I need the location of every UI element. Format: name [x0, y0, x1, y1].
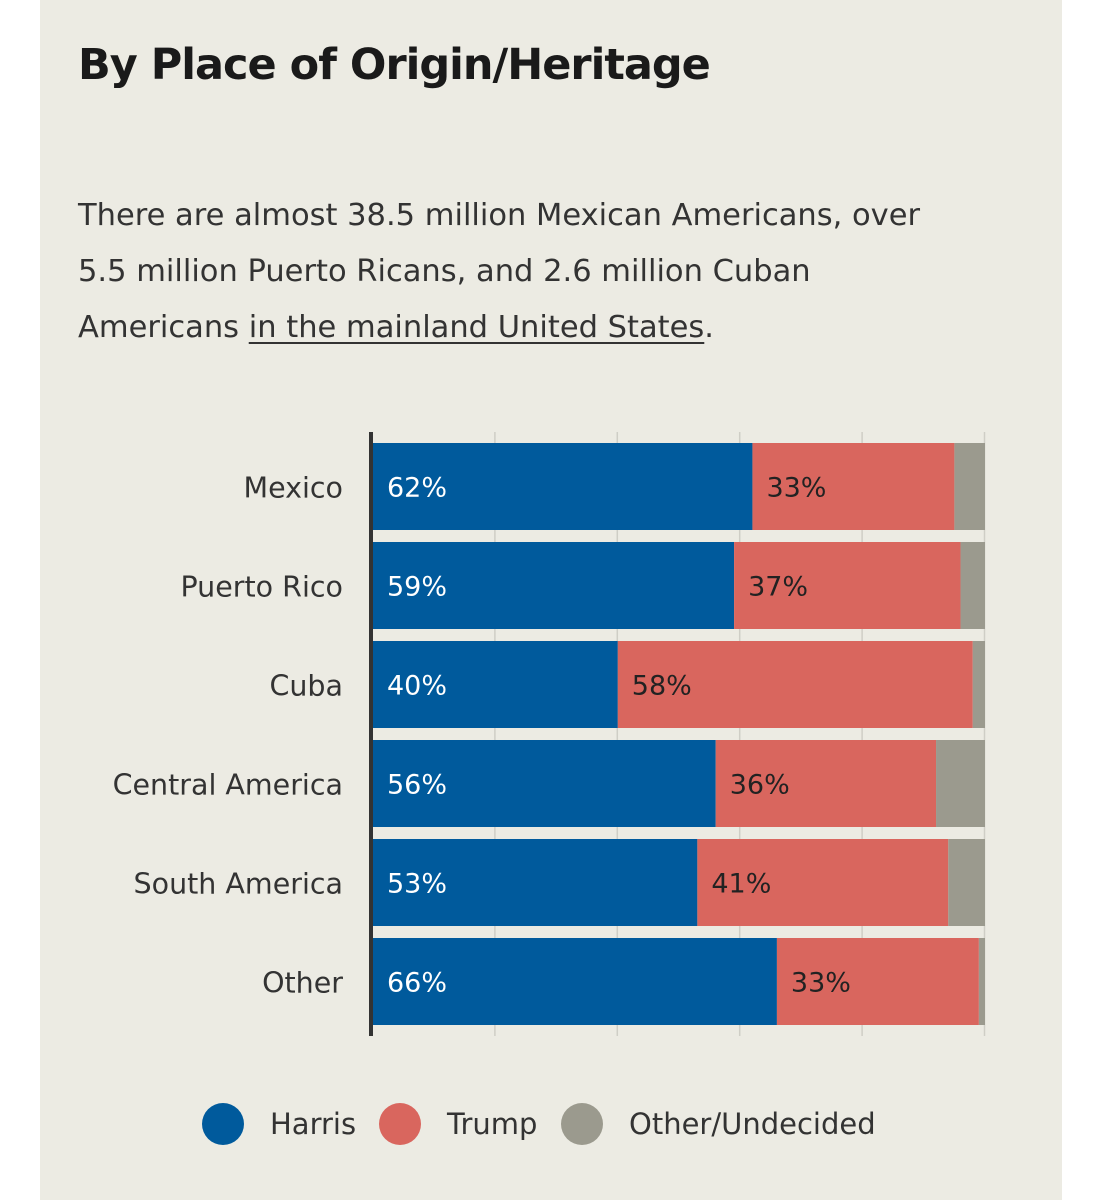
data-label-trump-other: 33% — [791, 968, 851, 999]
description-text: There are almost 38.5 million Mexican Am… — [78, 198, 921, 345]
legend-label-harris: Harris — [270, 1107, 357, 1141]
legend-item-trump: Trump — [379, 1100, 537, 1148]
bar-trump-other — [776, 938, 979, 1025]
description-end: . — [704, 310, 714, 345]
data-label-harris-mexico: 62% — [387, 473, 447, 504]
category-label-mexico: Mexico — [243, 472, 343, 505]
bar-harris-puerto-rico — [373, 542, 735, 629]
bar-harris-south-america — [373, 839, 698, 926]
category-label-cuba: Cuba — [269, 670, 343, 703]
bar-trump-cuba — [617, 641, 973, 728]
category-label-south-america: South America — [134, 868, 343, 901]
legend-swatch-trump — [379, 1103, 421, 1145]
legend-label-other: Other/Undecided — [629, 1107, 876, 1141]
bar-trump-south-america — [697, 839, 949, 926]
bar-trump-central-america — [715, 740, 937, 827]
bar-other-undecided-mexico — [954, 443, 985, 530]
category-label-central-america: Central America — [113, 769, 343, 802]
data-label-trump-south-america: 41% — [711, 869, 771, 900]
legend: Harris Trump Other/Undecided — [0, 1100, 1102, 1148]
data-label-trump-central-america: 36% — [730, 770, 790, 801]
data-label-trump-mexico: 33% — [766, 473, 826, 504]
bar-harris-central-america — [373, 740, 716, 827]
bar-other-undecided-other — [978, 938, 985, 1025]
bar-other-undecided-central-america — [936, 740, 985, 827]
bar-harris-cuba — [373, 641, 618, 728]
legend-swatch-harris — [202, 1103, 244, 1145]
category-label-puerto-rico: Puerto Rico — [181, 571, 344, 604]
legend-item-harris: Harris — [202, 1100, 356, 1148]
chart-title: By Place of Origin/Heritage — [78, 40, 711, 90]
data-label-trump-puerto-rico: 37% — [748, 572, 808, 603]
data-label-trump-cuba: 58% — [632, 671, 692, 702]
legend-swatch-other — [561, 1103, 603, 1145]
data-label-harris-other: 66% — [387, 968, 447, 999]
data-label-harris-cuba: 40% — [387, 671, 447, 702]
legend-item-other: Other/Undecided — [561, 1100, 876, 1148]
stacked-bar-chart: Mexico 62% 33% Puerto Rico 59% 37% Cuba 40% 58% C… — [113, 432, 986, 1036]
data-label-harris-puerto-rico: 59% — [387, 572, 447, 603]
data-label-harris-south-america: 53% — [387, 869, 447, 900]
mainland-us-link[interactable]: in the mainland United States — [248, 310, 705, 345]
bar-harris-other — [373, 938, 777, 1025]
bar-trump-puerto-rico — [734, 542, 961, 629]
bar-trump-mexico — [752, 443, 955, 530]
bar-other-undecided-cuba — [972, 641, 985, 728]
legend-label-trump: Trump — [447, 1107, 538, 1141]
bar-harris-mexico — [373, 443, 753, 530]
bar-other-undecided-south-america — [948, 839, 985, 926]
chart-description: There are almost 38.5 million Mexican Am… — [78, 188, 958, 356]
bar-other-undecided-puerto-rico — [960, 542, 985, 629]
data-label-harris-central-america: 56% — [387, 770, 447, 801]
category-label-other: Other — [262, 967, 343, 1000]
